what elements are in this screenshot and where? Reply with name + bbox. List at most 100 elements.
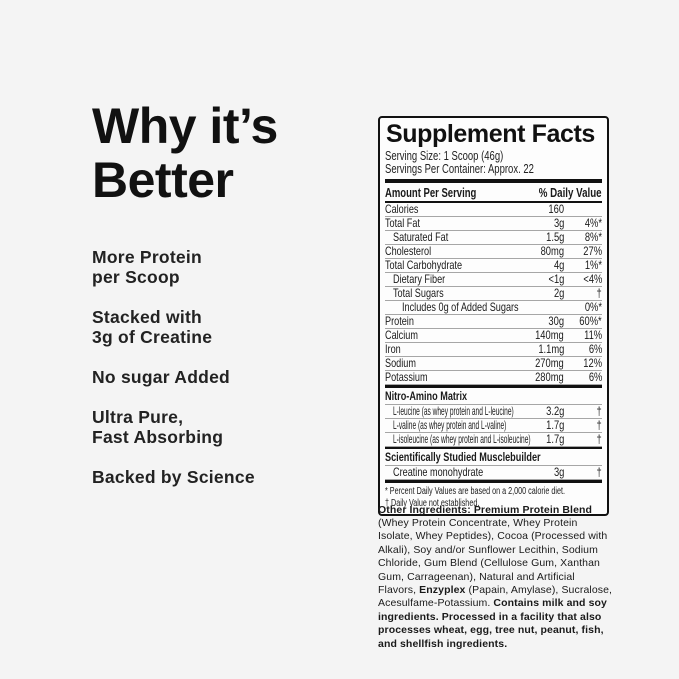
- fact-amount: 3.2g: [545, 404, 564, 418]
- benefits-list: More Protein per Scoop Stacked with 3g of…: [92, 247, 352, 487]
- fact-name: Creatine monohydrate: [393, 465, 484, 479]
- thick-divider: [385, 179, 602, 183]
- fact-row: L-valine (as whey protein and L-valine) 1…: [385, 419, 602, 433]
- fact-row: Creatine monohydrate 3g †: [385, 466, 602, 480]
- fact-row: L-isoleucine (as whey protein and L-isol…: [385, 433, 602, 447]
- fact-amount: 1.5g: [545, 230, 564, 244]
- fact-daily-value: 8%*: [584, 230, 602, 244]
- page-title: Why it’s Better: [92, 98, 278, 208]
- benefit-item: Backed by Science: [92, 467, 255, 487]
- fact-row: Total Sugars 2g †: [385, 287, 602, 301]
- fact-name: Total Sugars: [393, 286, 444, 300]
- fact-amount: 280mg: [535, 370, 564, 384]
- fact-name: Dietary Fiber: [393, 272, 446, 286]
- fact-daily-value: 11%: [583, 328, 602, 342]
- fact-name: Protein: [385, 314, 414, 328]
- fact-row: Potassium 280mg 6%: [385, 371, 602, 385]
- fact-amount: 160: [548, 202, 564, 216]
- facts-rows: Calories 160 Total Fat 3g 4%* Saturated Fat 1.…: [385, 203, 602, 385]
- fact-row: Total Fat 3g 4%*: [385, 217, 602, 231]
- fact-amount: 3g: [553, 216, 564, 230]
- fact-row: Includes 0g of Added Sugars 0%*: [385, 301, 602, 315]
- other-ingredients: Other Ingredients: Premium Protein Blend…: [378, 504, 615, 651]
- fact-name: Calories: [385, 202, 419, 216]
- fact-amount: 140mg: [535, 328, 564, 342]
- ingredients-text: (Papain, Amylase), Sucralose, Acesulfame…: [378, 583, 613, 610]
- fact-daily-value: 6%: [588, 370, 602, 384]
- fact-daily-value: 4%*: [584, 216, 602, 230]
- fact-daily-value: †: [596, 432, 602, 446]
- fact-daily-value: †: [596, 286, 602, 300]
- fact-name: L-isoleucine (as whey protein and L-isol…: [393, 432, 531, 446]
- thick-divider: [385, 447, 602, 449]
- marketing-copy: Why it’s Better More Protein per Scoop St…: [92, 99, 352, 507]
- fact-row: Sodium 270mg 12%: [385, 357, 602, 371]
- supplement-facts-title: Supplement Facts: [386, 120, 595, 148]
- fact-amount: 3g: [553, 465, 564, 479]
- fact-name: Calcium: [385, 328, 418, 342]
- fact-row: Protein 30g 60%*: [385, 315, 602, 329]
- fact-daily-value: †: [596, 404, 602, 418]
- thick-divider: [385, 480, 602, 483]
- fact-name: Includes 0g of Added Sugars: [402, 300, 519, 314]
- fact-amount: 1.1mg: [537, 342, 564, 356]
- benefit-item: Ultra Pure, Fast Absorbing: [92, 407, 224, 447]
- fact-name: Iron: [385, 342, 401, 356]
- fact-row: Dietary Fiber <1g <4%: [385, 273, 602, 287]
- fact-name: L-leucine (as whey protein and L-leucine…: [393, 404, 514, 418]
- fact-row: Calories 160: [385, 203, 602, 217]
- column-daily-value: % Daily Value: [539, 186, 602, 200]
- fact-daily-value: [564, 203, 602, 216]
- fact-row: Cholesterol 80mg 27%: [385, 245, 602, 259]
- fact-row: Iron 1.1mg 6%: [385, 343, 602, 357]
- fact-amount: 270mg: [535, 356, 564, 370]
- ingredients-text: (Whey Protein Concentrate, Whey Protein …: [378, 516, 608, 596]
- benefit-item: Stacked with 3g of Creatine: [92, 307, 213, 347]
- section-header: Nitro-Amino Matrix: [385, 388, 602, 405]
- fact-amount: 80mg: [540, 244, 564, 258]
- fact-daily-value: †: [596, 465, 602, 479]
- ingredients-bold-text: Contains milk and soy ingredients. Proce…: [378, 597, 607, 650]
- fact-name: Potassium: [385, 370, 428, 384]
- fact-name: Sodium: [385, 356, 416, 370]
- fact-name: Saturated Fat: [393, 230, 449, 244]
- fact-row: Total Carbohydrate 4g 1%*: [385, 259, 602, 273]
- fact-daily-value: <4%: [582, 272, 602, 286]
- serving-size: Serving Size: 1 Scoop (46g): [385, 149, 504, 163]
- fact-amount: [512, 301, 564, 314]
- fact-daily-value: 12%: [583, 356, 602, 370]
- footnote: † Daily Value not established.: [385, 498, 480, 510]
- fact-daily-value: 0%*: [584, 300, 602, 314]
- fact-amount: 1.7g: [545, 418, 564, 432]
- footnote: * Percent Daily Values are based on a 2,…: [385, 486, 565, 497]
- fact-daily-value: †: [596, 418, 602, 432]
- ingredients-bold-text: Enzyplex: [419, 583, 466, 596]
- fact-row: Saturated Fat 1.5g 8%*: [385, 231, 602, 245]
- servings-per-container: Servings Per Container: Approx. 22: [385, 162, 534, 176]
- footnotes: * Percent Daily Values are based on a 2,…: [385, 483, 602, 511]
- table-header: Amount Per Serving % Daily Value: [385, 183, 602, 203]
- fact-amount: 30g: [548, 314, 564, 328]
- benefit-item: More Protein per Scoop: [92, 247, 202, 287]
- fact-daily-value: 60%*: [579, 314, 602, 328]
- fact-amount: 2g: [553, 286, 564, 300]
- thick-divider: [385, 385, 602, 388]
- fact-name: Total Carbohydrate: [385, 258, 463, 272]
- fact-daily-value: 1%*: [584, 258, 602, 272]
- fact-daily-value: 27%: [583, 244, 602, 258]
- fact-amount: <1g: [548, 272, 564, 286]
- fact-row: Calcium 140mg 11%: [385, 329, 602, 343]
- column-amount-per-serving: Amount Per Serving: [385, 186, 477, 200]
- fact-amount: 4g: [553, 258, 564, 272]
- section-header: Scientifically Studied Musclebuilder: [385, 449, 602, 466]
- ingredients-bold-text: Other Ingredients: Premium Protein Blend: [378, 503, 593, 516]
- fact-name: Cholesterol: [385, 244, 432, 258]
- supplement-facts-panel: Supplement Facts Serving Size: 1 Scoop (…: [378, 116, 609, 517]
- fact-name: Total Fat: [385, 216, 420, 230]
- fact-name: L-valine (as whey protein and L-valine): [393, 418, 507, 432]
- benefit-item: No sugar Added: [92, 367, 230, 387]
- fact-amount: 1.7g: [545, 432, 564, 446]
- facts-sections: Nitro-Amino Matrix L-leucine (as whey pro…: [385, 385, 602, 480]
- fact-daily-value: 6%: [588, 342, 602, 356]
- fact-row: L-leucine (as whey protein and L-leucine…: [385, 405, 602, 419]
